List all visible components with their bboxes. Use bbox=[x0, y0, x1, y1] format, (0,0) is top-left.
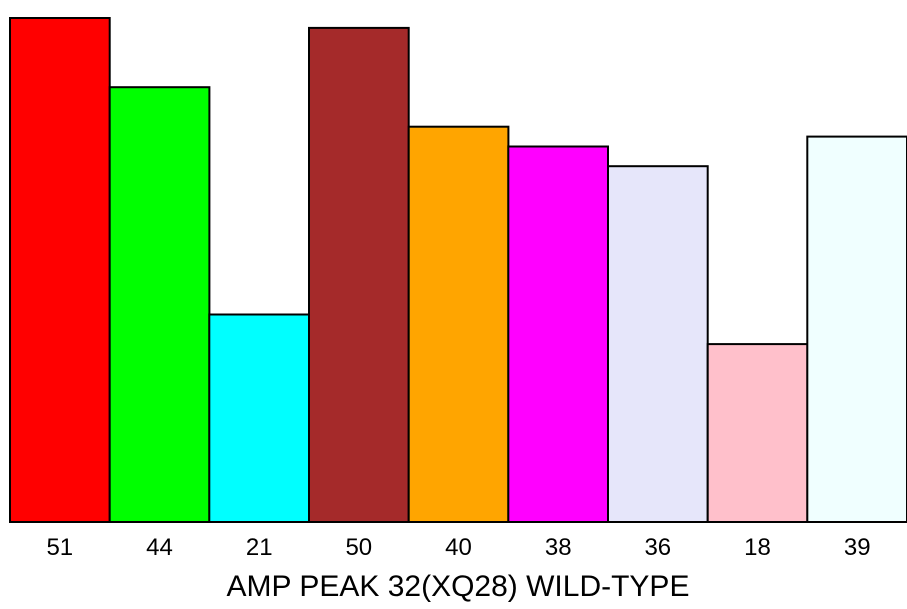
x-tick-labels: 51 44 21 50 40 38 36 18 39 bbox=[46, 534, 870, 561]
x-tick-label: 51 bbox=[46, 534, 73, 561]
x-tick-label: 44 bbox=[146, 534, 173, 561]
bar-40 bbox=[407, 125, 510, 523]
bar-51 bbox=[9, 17, 111, 523]
bar-38 bbox=[507, 145, 609, 523]
x-tick-label: 40 bbox=[445, 534, 472, 561]
x-tick-label: 36 bbox=[644, 534, 671, 561]
x-tick-label: 18 bbox=[744, 534, 771, 561]
x-tick-label: 39 bbox=[844, 534, 871, 561]
bars bbox=[9, 17, 907, 524]
bar-36 bbox=[607, 165, 709, 523]
bar-18 bbox=[706, 343, 809, 523]
bar-44 bbox=[108, 86, 211, 523]
bar-39 bbox=[806, 135, 907, 523]
bar-50 bbox=[308, 26, 410, 524]
x-tick-label: 50 bbox=[345, 534, 372, 561]
bar-21 bbox=[208, 313, 310, 523]
x-tick-label: 21 bbox=[246, 534, 273, 561]
x-axis-title: AMP PEAK 32(XQ28) WILD-TYPE bbox=[227, 570, 690, 603]
x-tick-label: 38 bbox=[545, 534, 572, 561]
